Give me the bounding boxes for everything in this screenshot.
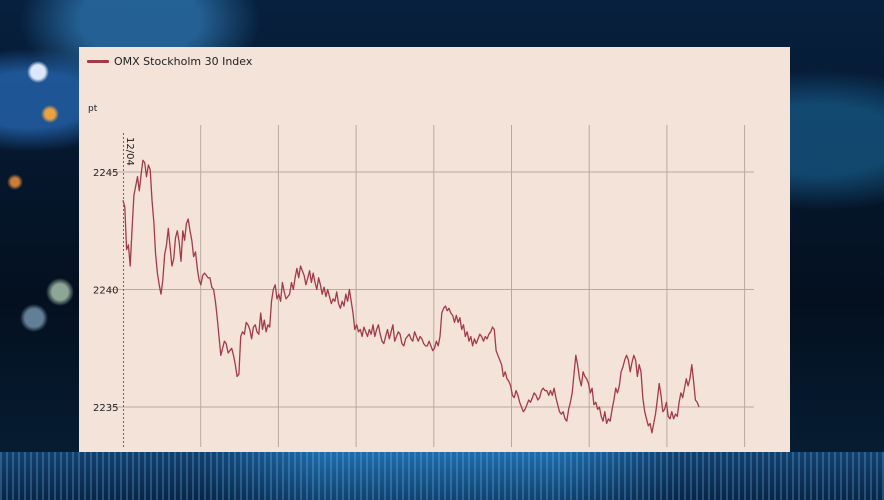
chart-panel: OMX Stockholm 30 Index pt 2235 2240 2245 1… — [79, 47, 790, 452]
y-axis-unit: pt — [88, 104, 98, 114]
date-marker-label: 12/04 — [124, 137, 135, 166]
background-ticker-grid — [0, 452, 884, 500]
line-chart: 2235 2240 2245 12/04 — [93, 125, 754, 447]
series-line-omxs30 — [122, 159, 700, 434]
legend-label: OMX Stockholm 30 Index — [114, 55, 253, 68]
y-tick-label: 2235 — [93, 403, 118, 414]
chart-legend[interactable]: OMX Stockholm 30 Index — [87, 55, 252, 68]
y-tick-label: 2245 — [93, 168, 118, 179]
y-axis-tick-labels: 2235 2240 2245 — [93, 168, 118, 414]
horizontal-gridlines — [109, 171, 754, 408]
y-tick-label: 2240 — [93, 286, 118, 297]
legend-swatch — [87, 60, 109, 63]
